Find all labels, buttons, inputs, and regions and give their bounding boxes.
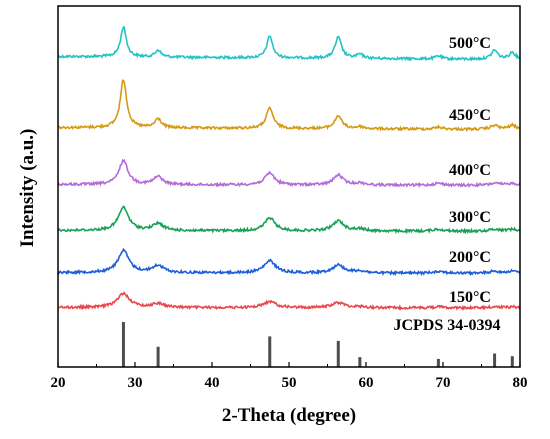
x-tick-label: 50 <box>282 375 297 391</box>
plot-frame <box>57 5 521 368</box>
x-tick-label: 70 <box>436 375 451 391</box>
series-line-500c <box>57 26 521 62</box>
series-label: 300°C <box>449 209 491 226</box>
x-tick-label: 30 <box>128 375 143 391</box>
x-axis-label: 2-Theta (degree) <box>222 405 356 426</box>
series-layer <box>57 26 521 311</box>
series-labels: 500°C 450°C 400°C 300°C 200°C 150°C JCPDS 34-0… <box>393 35 500 334</box>
x-tick-label: 60 <box>359 375 374 391</box>
series-label: 500°C <box>449 35 491 52</box>
y-axis-label: Intensity (a.u.) <box>17 129 38 248</box>
x-tick-label: 20 <box>51 375 66 391</box>
reference-bars <box>121 322 514 367</box>
x-tick-label: 80 <box>513 375 528 391</box>
series-label: 150°C <box>449 289 491 306</box>
series-line-400c <box>57 158 521 189</box>
series-label: 200°C <box>449 249 491 266</box>
series-label: 400°C <box>449 162 491 179</box>
series-line-300c <box>57 205 521 235</box>
x-tick-label: 40 <box>205 375 220 391</box>
series-line-450c <box>57 79 521 133</box>
series-line-150c <box>57 291 521 311</box>
series-line-200c <box>57 247 521 277</box>
reference-label: JCPDS 34-0394 <box>393 317 500 334</box>
series-label: 450°C <box>449 107 491 124</box>
